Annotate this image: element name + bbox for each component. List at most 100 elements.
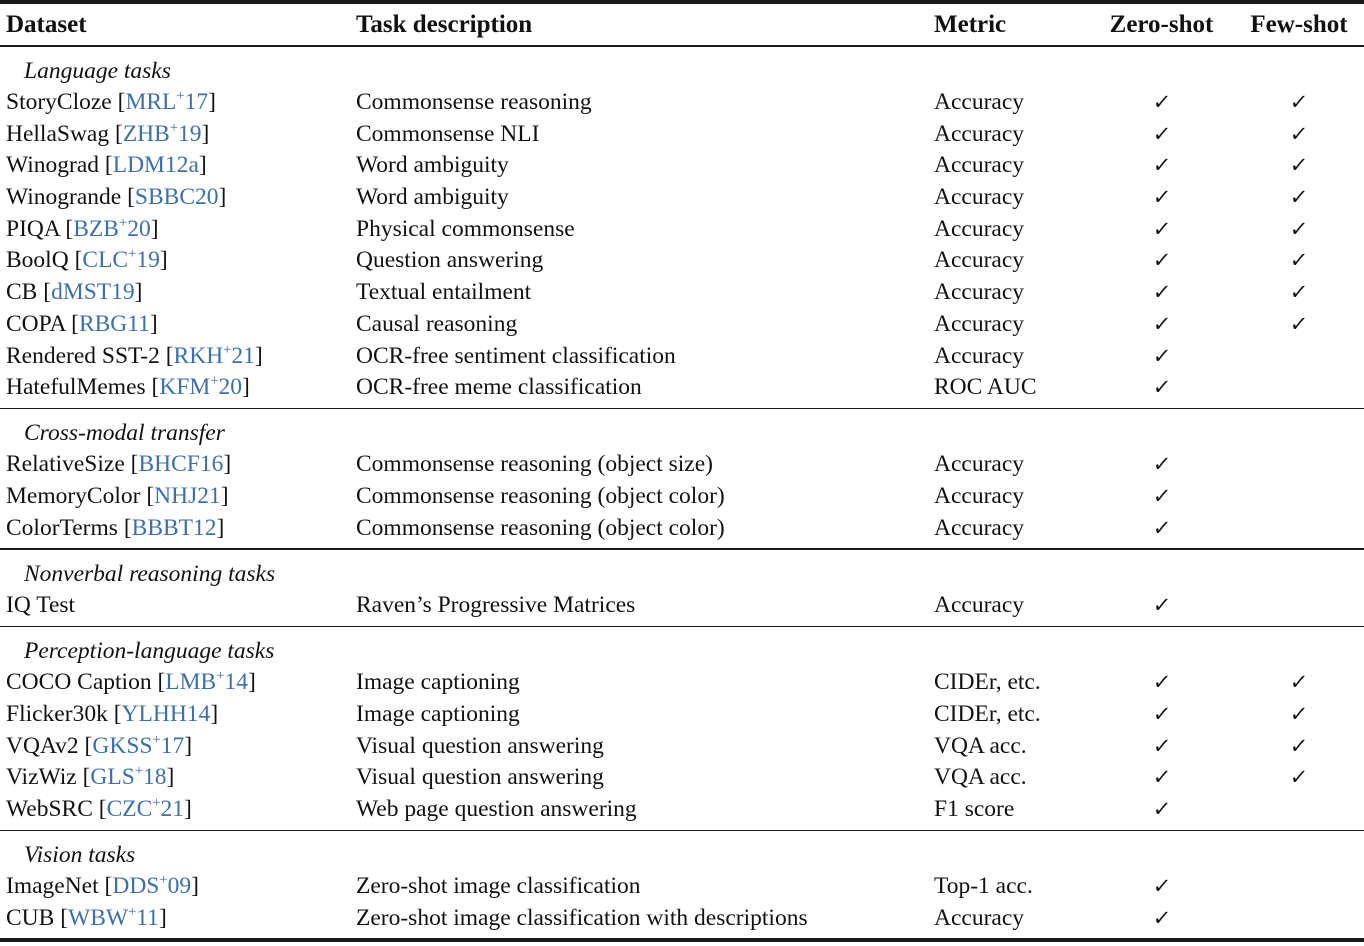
metric-cell: Accuracy bbox=[934, 152, 1025, 179]
citation-link[interactable]: KFM+20 bbox=[159, 373, 243, 401]
checkmark-icon: ✓ bbox=[1151, 452, 1172, 477]
citation-link[interactable]: YLHH14 bbox=[121, 700, 211, 727]
citation-bracket-close: ] bbox=[150, 215, 159, 242]
task-description-cell: Question answering bbox=[356, 247, 544, 274]
citation-link[interactable]: MRL+17 bbox=[125, 88, 209, 115]
citation-bracket-close: ] bbox=[223, 451, 232, 478]
citation-superscript-plus: + bbox=[169, 119, 179, 136]
metric-cell: F1 score bbox=[934, 795, 1015, 822]
citation-link[interactable]: BHCF16 bbox=[138, 451, 224, 478]
citation-link[interactable]: DDS+09 bbox=[112, 872, 192, 900]
section-title: Nonverbal reasoning tasks bbox=[24, 560, 276, 587]
citation-link[interactable]: GLS+18 bbox=[90, 763, 167, 791]
checkmark-icon: ✓ bbox=[1151, 796, 1172, 821]
citation-bracket-close: ] bbox=[198, 152, 207, 179]
citation-link[interactable]: RKH+21 bbox=[173, 341, 255, 369]
dataset-name: BoolQ bbox=[6, 247, 69, 274]
citation-link[interactable]: NHJ21 bbox=[154, 483, 221, 510]
zero-shot-cell: ✓ bbox=[1089, 309, 1234, 341]
citation-bracket-open: [ bbox=[71, 310, 79, 337]
citation-link[interactable]: BZB+20 bbox=[73, 214, 151, 242]
few-shot-cell: ✓ bbox=[1234, 277, 1364, 309]
citation-bracket-open: [ bbox=[157, 669, 166, 696]
citation-superscript-plus: + bbox=[128, 903, 137, 920]
metric-cell: Accuracy bbox=[934, 184, 1025, 211]
dataset-name: ImageNet bbox=[6, 873, 99, 900]
zero-shot-cell: ✓ bbox=[1089, 150, 1234, 182]
checkmark-icon: ✓ bbox=[1151, 343, 1172, 368]
citation-link[interactable]: CZC+21 bbox=[106, 795, 185, 822]
checkmark-icon: ✓ bbox=[1151, 375, 1172, 400]
checkmark-icon: ✓ bbox=[1151, 765, 1172, 790]
few-shot-cell: ✓ bbox=[1234, 119, 1364, 151]
checkmark-icon: ✓ bbox=[1289, 765, 1310, 790]
metric-cell: Accuracy bbox=[934, 120, 1025, 147]
section-title: Perception-language tasks bbox=[24, 638, 275, 665]
citation-superscript-plus: + bbox=[118, 214, 128, 231]
metric-cell: Accuracy bbox=[934, 279, 1025, 306]
dataset-cell: CB [dMST19] bbox=[6, 277, 356, 309]
dataset-cell: IQ Test bbox=[6, 590, 356, 622]
few-shot-cell: ✓ bbox=[1234, 214, 1364, 246]
dataset-cell: COPA [RBG11] bbox=[6, 309, 356, 341]
header-few-shot: Few-shot bbox=[1250, 10, 1348, 38]
citation-link[interactable]: dMST19 bbox=[51, 279, 135, 306]
dataset-cell: RelativeSize [BHCF16] bbox=[6, 449, 356, 481]
dataset-name: HellaSwag bbox=[6, 120, 110, 147]
citation-link[interactable]: WBW+11 bbox=[68, 903, 159, 931]
metric-cell: Accuracy bbox=[934, 89, 1025, 115]
table-rule-section bbox=[0, 625, 1364, 628]
citation-bracket-close: ] bbox=[242, 374, 250, 401]
task-description-cell: Commonsense reasoning (object color) bbox=[356, 514, 725, 541]
citation-bracket-open: [ bbox=[115, 120, 123, 147]
checkmark-icon: ✓ bbox=[1289, 90, 1310, 114]
task-description-cell: Word ambiguity bbox=[356, 184, 509, 211]
dataset-name: MemoryColor bbox=[6, 483, 141, 510]
citation-bracket-close: ] bbox=[184, 732, 193, 759]
table-section: Language tasks StoryCloze [MRL+17] Commons… bbox=[0, 47, 1364, 408]
citation-link[interactable]: LDM12a bbox=[112, 152, 199, 179]
table-rule-top bbox=[0, 0, 1364, 4]
dataset-name: ColorTerms bbox=[6, 514, 118, 541]
citation-link[interactable]: ZHB+19 bbox=[122, 119, 202, 147]
checkmark-icon: ✓ bbox=[1151, 484, 1172, 509]
zero-shot-cell: ✓ bbox=[1089, 667, 1234, 699]
citation-link[interactable]: SBBC20 bbox=[134, 184, 219, 211]
citation-link[interactable]: RBG11 bbox=[78, 310, 150, 337]
few-shot-cell: ✓ bbox=[1234, 309, 1364, 341]
citation-bracket-open: [ bbox=[98, 795, 107, 822]
task-description-cell: Visual question answering bbox=[356, 732, 604, 759]
task-description-cell: Zero-shot image classification with desc… bbox=[356, 904, 808, 931]
citation-bracket-open: [ bbox=[43, 279, 52, 306]
task-description-cell: Commonsense reasoning bbox=[356, 89, 592, 115]
citation-bracket-open: [ bbox=[60, 904, 69, 931]
dataset-name: Flicker30k bbox=[6, 700, 108, 727]
zero-shot-cell: ✓ bbox=[1089, 871, 1234, 903]
zero-shot-cell: ✓ bbox=[1089, 87, 1234, 119]
metric-cell: Accuracy bbox=[934, 904, 1025, 931]
zero-shot-cell: ✓ bbox=[1089, 277, 1234, 309]
header-zero-shot: Zero-shot bbox=[1109, 10, 1214, 38]
checkmark-icon: ✓ bbox=[1151, 248, 1172, 273]
zero-shot-cell: ✓ bbox=[1089, 903, 1234, 935]
task-description-cell: OCR-free sentiment classification bbox=[356, 342, 676, 369]
citation-bracket-close: ] bbox=[216, 514, 225, 541]
zero-shot-cell: ✓ bbox=[1089, 731, 1234, 763]
task-description-cell: Web page question answering bbox=[356, 795, 637, 822]
dataset-cell: MemoryColor [NHJ21] bbox=[6, 481, 356, 513]
citation-link[interactable]: GKSS+17 bbox=[92, 731, 185, 759]
table-row: Winograd [LDM12a] Word ambiguity Accuracy ✓… bbox=[0, 150, 1364, 182]
citation-link[interactable]: LMB+14 bbox=[165, 668, 248, 696]
header-dataset: Dataset bbox=[6, 10, 87, 38]
citation-superscript-plus: + bbox=[176, 88, 185, 105]
citation-link[interactable]: BBBT12 bbox=[131, 514, 217, 541]
checkmark-icon: ✓ bbox=[1151, 185, 1172, 210]
task-description-cell: Commonsense NLI bbox=[356, 120, 540, 147]
citation-bracket-open: [ bbox=[84, 732, 93, 759]
checkmark-icon: ✓ bbox=[1289, 153, 1310, 178]
citation-bracket-close: ] bbox=[208, 89, 216, 115]
table-row: CUB [WBW+11] Zero-shot image classificati… bbox=[0, 903, 1364, 935]
citation-link[interactable]: CLC+19 bbox=[82, 246, 160, 274]
checkmark-icon: ✓ bbox=[1289, 701, 1310, 726]
zero-shot-cell: ✓ bbox=[1089, 245, 1234, 277]
